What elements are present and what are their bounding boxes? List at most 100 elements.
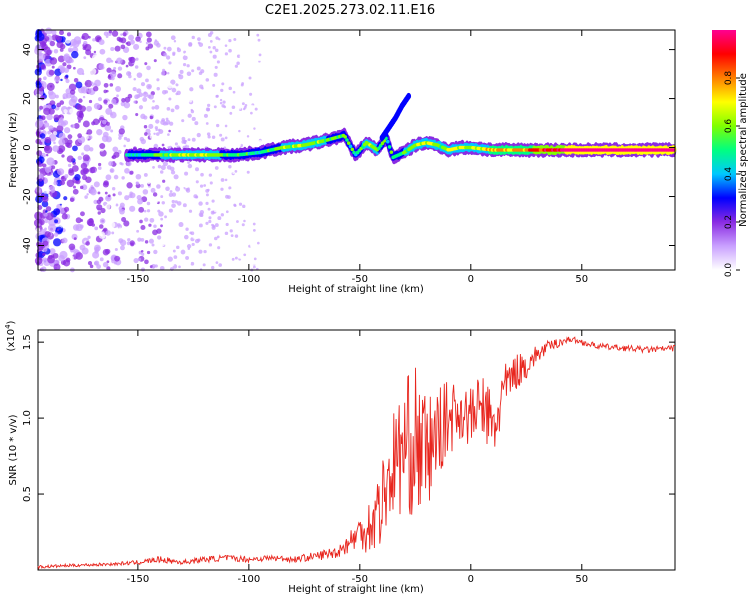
spectrogram-speckle bbox=[83, 56, 87, 60]
spectrogram-speckle bbox=[248, 76, 252, 80]
spectrogram-speckle bbox=[92, 118, 100, 126]
spectrogram-speckle bbox=[158, 211, 164, 217]
spectrogram-speckle bbox=[36, 150, 43, 157]
spectrogram-speckle bbox=[234, 256, 238, 260]
spectrogram-speckle bbox=[181, 136, 186, 141]
spectrogram-x-tick-label: -150 bbox=[127, 274, 150, 285]
spectrogram-speckle bbox=[165, 186, 170, 192]
spectrogram-speckle bbox=[152, 166, 155, 169]
spectrogram-speckle bbox=[117, 223, 121, 227]
spectrogram-speckle bbox=[134, 65, 139, 69]
spectrogram-speckle bbox=[275, 109, 278, 112]
spectrogram-speckle bbox=[172, 249, 176, 253]
spectrogram-speckle bbox=[219, 133, 223, 137]
spectrogram-speckle bbox=[186, 71, 192, 77]
spectrogram-speckle bbox=[143, 209, 147, 213]
spectrogram-speckle bbox=[133, 257, 139, 264]
spectrogram-speckle bbox=[153, 249, 158, 255]
spectrogram-speckle bbox=[82, 46, 87, 51]
spectrogram-speckle bbox=[63, 54, 70, 61]
spectrogram-speckle bbox=[157, 235, 162, 240]
spectrogram-speckle bbox=[150, 187, 156, 193]
spectrogram-speckle bbox=[192, 234, 197, 239]
spectrogram-speckle bbox=[54, 219, 59, 224]
spectrogram-speckle bbox=[209, 39, 213, 43]
spectrogram-speckle bbox=[214, 228, 219, 233]
spectrogram-speckle bbox=[159, 265, 165, 271]
spectrogram-speckle bbox=[142, 91, 149, 98]
spectrogram-speckle bbox=[253, 127, 256, 130]
spectrogram-speckle bbox=[52, 238, 62, 247]
spectrogram-speckle bbox=[251, 43, 255, 47]
spectrogram-speckle bbox=[261, 236, 265, 240]
spectrogram-speckle bbox=[266, 259, 270, 263]
spectrogram-speckle bbox=[49, 248, 56, 255]
spectrogram-speckle bbox=[222, 119, 226, 123]
spectrogram-speckle bbox=[214, 48, 219, 53]
spectrogram-speckle bbox=[214, 236, 218, 241]
spectrogram-speckle bbox=[74, 174, 81, 181]
spectrogram-speckle bbox=[225, 210, 229, 214]
spectrogram-speckle bbox=[191, 69, 195, 73]
spectrogram-speckle bbox=[248, 177, 252, 180]
spectrogram-speckle bbox=[45, 153, 49, 157]
spectrogram-speckle bbox=[59, 66, 64, 71]
spectrogram-speckle bbox=[250, 111, 253, 115]
spectrogram-speckle bbox=[41, 184, 51, 194]
spectrogram-speckle bbox=[57, 168, 65, 176]
spectrogram-speckle bbox=[207, 46, 211, 49]
spectrogram-speckle bbox=[214, 223, 219, 228]
spectrogram-speckle bbox=[166, 46, 172, 52]
spectrogram-speckle bbox=[195, 180, 199, 184]
spectrogram-speckle bbox=[178, 265, 181, 269]
spectrogram-speckle bbox=[105, 248, 111, 255]
spectrogram-speckle bbox=[203, 113, 208, 118]
spectrogram-speckle bbox=[110, 129, 114, 133]
spectrogram-speckle bbox=[66, 32, 72, 37]
spectrogram-speckle bbox=[89, 147, 94, 152]
spectrogram-speckle bbox=[129, 191, 133, 196]
spectrogram-speckle bbox=[260, 73, 264, 76]
spectrogram-speckle bbox=[230, 234, 234, 238]
spectrogram-speckle bbox=[276, 82, 279, 85]
spectrogram-speckle bbox=[45, 210, 48, 213]
spectrogram-speckle bbox=[82, 95, 86, 99]
spectrogram-speckle bbox=[175, 83, 179, 87]
spectrogram-speckle bbox=[207, 33, 212, 38]
spectrogram-speckle bbox=[169, 190, 173, 193]
spectrogram-speckle bbox=[169, 121, 174, 126]
spectrogram-speckle bbox=[58, 132, 66, 140]
spectrogram-speckle bbox=[246, 255, 249, 259]
spectrogram-speckle bbox=[73, 66, 76, 70]
spectrogram-speckle bbox=[167, 220, 170, 224]
spectrogram-speckle bbox=[179, 187, 185, 193]
colorbar: 0.0 0.2 0.4 0.6 0.8 Normalized spectral ampl… bbox=[712, 30, 749, 277]
spectrogram-speckle bbox=[257, 241, 260, 245]
spectrogram-speckle bbox=[198, 249, 203, 254]
spectrogram-speckle bbox=[184, 52, 189, 56]
spectrogram-speckle bbox=[253, 30, 256, 33]
spectrogram-speckle bbox=[216, 235, 220, 239]
spectrogram-speckle bbox=[139, 136, 145, 142]
spectrogram-speckle bbox=[257, 173, 261, 177]
colorbar-tick-label: 0.6 bbox=[724, 119, 734, 134]
spectrogram-speckle bbox=[243, 219, 246, 223]
spectrogram-speckle bbox=[208, 219, 212, 224]
spectrogram-speckle bbox=[83, 144, 91, 152]
spectrogram-speckle bbox=[189, 177, 194, 181]
spectrogram-speckle bbox=[38, 257, 42, 261]
spectrogram-speckle bbox=[231, 140, 235, 145]
spectrogram-speckle bbox=[37, 250, 45, 259]
spectrogram-speckle bbox=[104, 124, 112, 132]
spectrogram-speckle bbox=[153, 40, 160, 46]
spectrogram-speckle bbox=[56, 228, 60, 232]
spectrogram-speckle bbox=[168, 61, 172, 65]
spectrogram-speckle bbox=[35, 118, 44, 127]
spectrogram-speckle bbox=[73, 77, 79, 83]
spectrogram-speckle bbox=[154, 264, 158, 268]
spectrogram-speckle bbox=[166, 72, 170, 75]
spectrogram-speckle bbox=[194, 121, 199, 126]
spectrogram-speckle bbox=[128, 57, 133, 62]
spectrogram-speckle bbox=[124, 96, 131, 103]
spectrogram-speckle bbox=[265, 136, 269, 139]
